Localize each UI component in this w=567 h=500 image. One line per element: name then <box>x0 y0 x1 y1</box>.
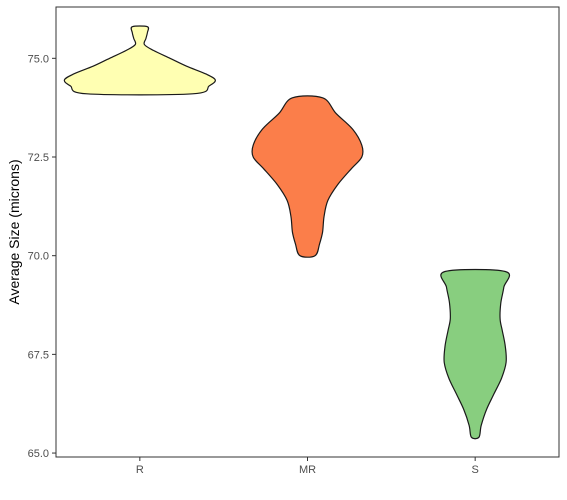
x-tick-label: R <box>136 464 144 476</box>
violins-layer <box>63 25 510 440</box>
x-axis: R MR S <box>136 457 479 476</box>
x-tick-label: MR <box>299 464 316 476</box>
y-tick-label: 75.0 <box>28 53 49 65</box>
y-axis-title: Average Size (microns) <box>6 159 22 304</box>
y-axis: 65.0 67.5 70.0 72.5 75.0 <box>28 53 56 460</box>
x-tick-label: S <box>471 464 478 476</box>
y-tick-label: 67.5 <box>28 349 49 361</box>
y-tick-label: 70.0 <box>28 251 49 263</box>
y-tick-label: 65.0 <box>28 448 49 460</box>
violin-s <box>440 268 510 440</box>
violin-mr <box>251 95 364 258</box>
violin-r <box>63 25 216 96</box>
y-tick-label: 72.5 <box>28 152 49 164</box>
